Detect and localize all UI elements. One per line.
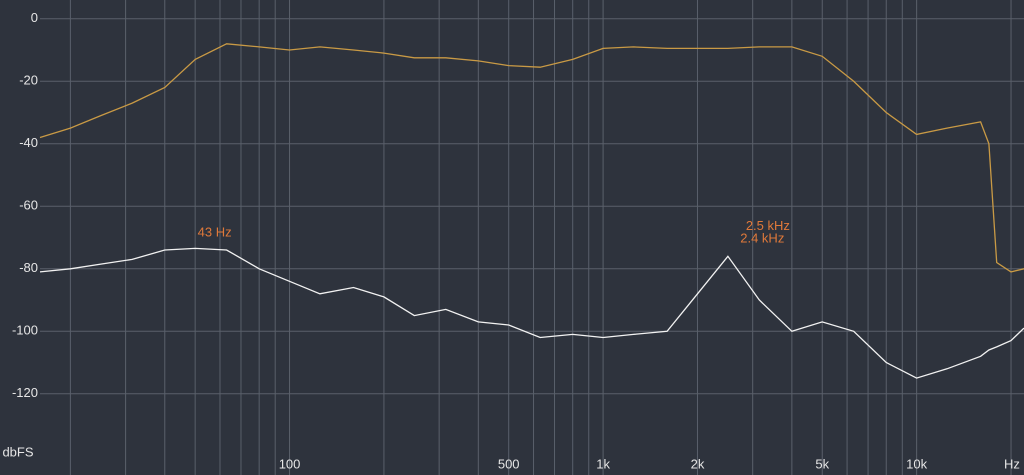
x-tick-label: 2k <box>691 456 705 471</box>
x-tick-label: 1k <box>596 456 610 471</box>
y-tick-label: -40 <box>19 135 38 150</box>
y-tick-label: -80 <box>19 260 38 275</box>
x-tick-label: 5k <box>815 456 829 471</box>
series-line <box>39 247 1024 379</box>
x-tick-label: 500 <box>498 456 520 471</box>
x-tick-label: 10k <box>906 456 927 471</box>
annotation: 2.5 kHz <box>746 218 790 233</box>
annotation: 2.4 kHz <box>740 231 784 246</box>
y-tick-label: -20 <box>19 73 38 88</box>
y-axis-label: dbFS <box>2 444 33 459</box>
y-tick-label: 0 <box>31 10 38 25</box>
y-tick-label: -60 <box>19 198 38 213</box>
series-line <box>39 43 1024 273</box>
x-axis-unit: Hz <box>1004 456 1020 471</box>
x-tick-label: 100 <box>279 456 301 471</box>
annotation: 43 Hz <box>198 224 232 239</box>
y-tick-label: -100 <box>12 323 38 338</box>
y-tick-label: -120 <box>12 385 38 400</box>
grid: 0 -20 -40 -60 -80 -100 -120 100 500 1k 2k 5k 10k <box>12 0 1024 475</box>
